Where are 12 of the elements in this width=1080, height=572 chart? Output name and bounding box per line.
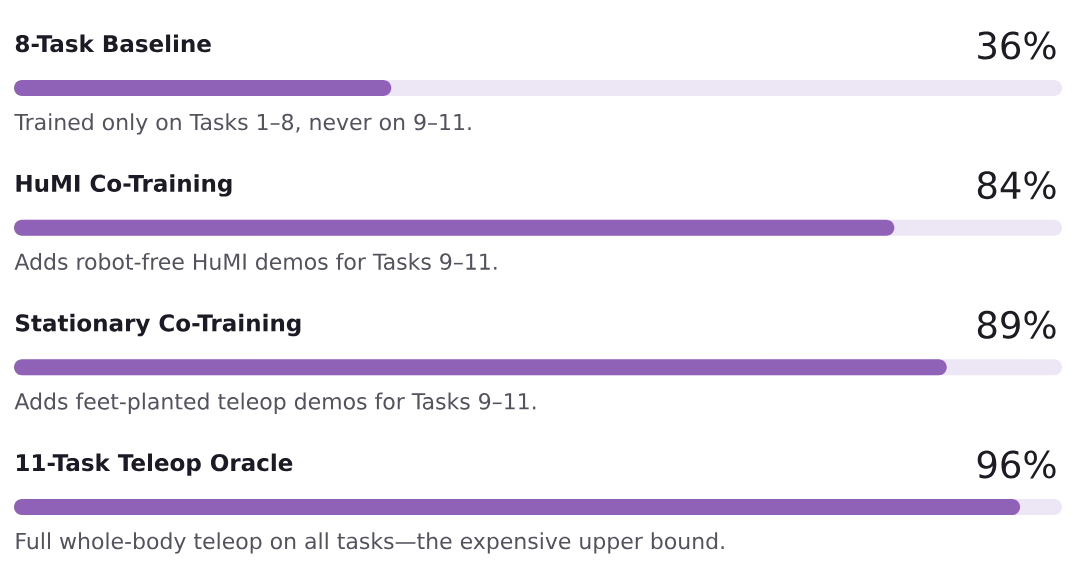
annotation: Adds robot-free HuMI demos for Tasks 9–11. xyxy=(14,252,497,270)
annotation: Adds feet-planted teleop demos for Tasks 9–11. xyxy=(14,392,536,414)
annotation: Full whole-body teleop on all tasks—the expensive upper bound. xyxy=(16,532,724,554)
y-tick-label: HuMI Co-Training xyxy=(16,174,232,197)
y-tick-label: Stationary Co-Training xyxy=(16,313,301,337)
annotation: Trained only on Tasks 1–8, never on 9–11. xyxy=(14,113,471,135)
y-tick-label: 11-Task Teleop Oracle xyxy=(17,453,293,476)
y-tick-label: 8-Task Baseline xyxy=(15,34,211,53)
data-label: 89% xyxy=(977,310,1056,339)
data-label: 36% xyxy=(978,31,1056,60)
data-label: 84% xyxy=(977,171,1056,200)
data-label: 96% xyxy=(977,450,1056,479)
